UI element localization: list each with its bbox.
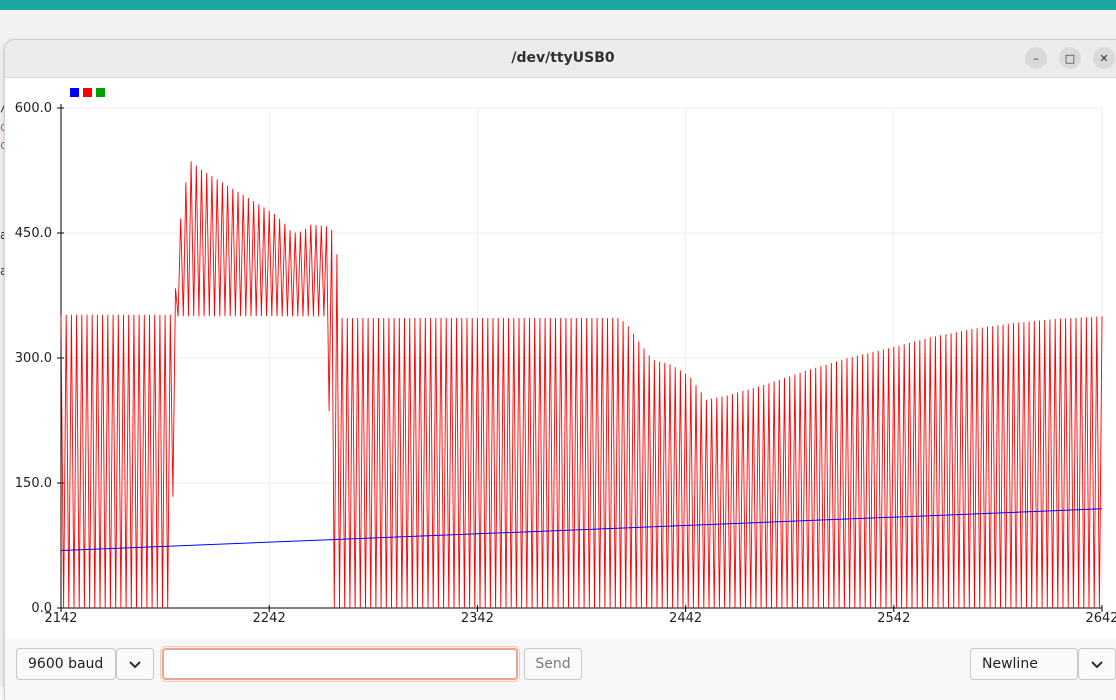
serial-plot-chart: 0.0 150.0 300.0 450.0 600.0 2142 2242 2342 2442 2… [15,88,1116,626]
series-line [60,508,1103,551]
close-button[interactable]: ✕ [1093,47,1115,69]
x-tick-label: 2242 [253,611,286,626]
maximize-button[interactable]: □ [1059,47,1081,69]
message-input[interactable] [160,646,520,682]
y-tick-label: 450.0 [15,226,52,241]
window-title: /dev/ttyUSB0 [511,50,615,66]
background-window-fragment: o [0,138,8,152]
baud-rate-value: 9600 baud [28,656,104,672]
x-tick-label: 2142 [44,611,77,626]
chart-axes: 0.0 150.0 300.0 450.0 600.0 2142 2242 2342 2442 2… [15,101,1116,626]
chart-series [60,161,1103,609]
plot-area: 0.0 150.0 300.0 450.0 600.0 2142 2242 2342 2442 2… [5,78,1116,638]
serial-plotter-window: /dev/ttyUSB0 – □ ✕ 0.0 150.0 300.0 450.0 600… [5,40,1116,700]
minimize-button[interactable]: – [1025,47,1047,69]
line-ending-value: Newline [982,656,1038,672]
y-tick-label: 0.0 [31,601,52,616]
line-ending-dropdown-button[interactable] [1078,648,1116,680]
close-icon: ✕ [1099,51,1109,65]
send-button[interactable]: Send [524,648,582,680]
chevron-down-icon [129,660,141,668]
legend-swatch [70,88,79,97]
send-button-label: Send [535,656,571,672]
x-tick-label: 2342 [461,611,494,626]
background-window-fragment: / [0,100,8,114]
baud-rate-select[interactable]: 9600 baud [16,648,116,680]
chevron-down-icon [1091,660,1103,668]
y-tick-label: 600.0 [15,101,52,116]
baud-rate-dropdown-button[interactable] [116,648,154,680]
line-ending-select[interactable]: Newline [970,648,1078,680]
title-bar[interactable]: /dev/ttyUSB0 – □ ✕ [5,40,1116,78]
chart-legend [70,88,105,97]
maximize-icon: □ [1064,51,1076,65]
series-line [60,161,1103,609]
legend-swatch [96,88,105,97]
x-tick-label: 2642 [1085,611,1116,626]
background-window-fragment: a [0,228,8,242]
background-window-fragment: o [0,120,8,134]
x-tick-label: 2542 [877,611,910,626]
bottom-toolbar: 9600 baud Send Newline [5,638,1116,700]
desktop-top-bar [0,0,1116,10]
legend-swatch [83,88,92,97]
x-tick-label: 2442 [669,611,702,626]
background-window-fragment: a [0,264,8,278]
y-tick-label: 150.0 [15,476,52,491]
minimize-icon: – [1033,51,1039,65]
y-tick-label: 300.0 [15,351,52,366]
